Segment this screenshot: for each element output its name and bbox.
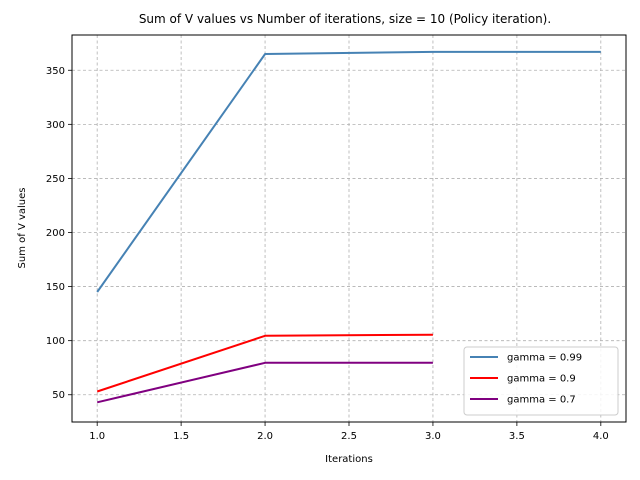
series-line-2 — [96, 333, 433, 393]
legend-entry-1: gamma = 0.99 — [507, 353, 582, 364]
grid — [72, 35, 626, 422]
y-tick-label: 300 — [46, 120, 65, 131]
series-line-3 — [96, 361, 433, 404]
x-axis-ticks: 1.0 1.5 2.0 2.5 3.0 3.5 4.0 — [89, 422, 609, 442]
x-tick-label: 1.5 — [173, 431, 189, 442]
y-axis-ticks: 50 100 150 200 250 300 350 — [46, 66, 72, 401]
x-tick-label: 2.5 — [341, 431, 357, 442]
x-tick-label: 4.0 — [593, 431, 609, 442]
y-axis-label: Sum of V values — [17, 188, 28, 269]
series-layer — [96, 50, 601, 404]
x-tick-label: 3.0 — [425, 431, 441, 442]
x-tick-label: 2.0 — [257, 431, 273, 442]
y-tick-label: 50 — [52, 390, 65, 401]
y-tick-label: 150 — [46, 282, 65, 293]
y-tick-label: 250 — [46, 174, 65, 185]
y-tick-label: 350 — [46, 66, 65, 77]
plot-area: 1.0 1.5 2.0 2.5 3.0 3.5 4.0 50 100 150 200 250 300 3… — [46, 34, 627, 442]
x-tick-label: 3.5 — [509, 431, 525, 442]
y-tick-label: 200 — [46, 228, 65, 239]
legend-entry-2: gamma = 0.9 — [507, 374, 576, 385]
series-line-1 — [96, 50, 601, 293]
legend-entry-3: gamma = 0.7 — [507, 395, 576, 406]
x-tick-label: 1.0 — [89, 431, 105, 442]
legend: gamma = 0.99 gamma = 0.9 gamma = 0.7 — [463, 346, 619, 416]
x-axis-label: Iterations — [325, 454, 373, 465]
legend-box — [463, 346, 619, 416]
y-tick-label: 100 — [46, 336, 65, 347]
chart-title: Sum of V values vs Number of iterations,… — [139, 12, 551, 26]
